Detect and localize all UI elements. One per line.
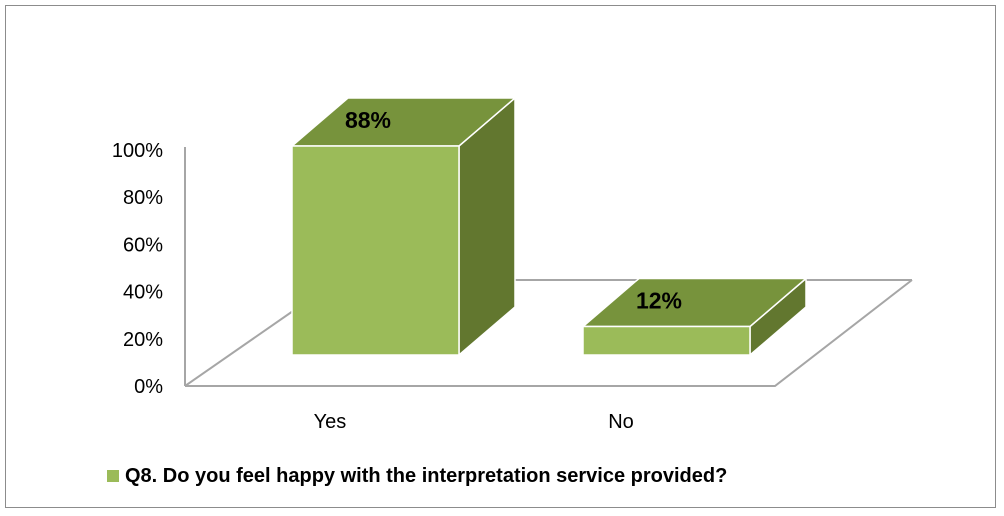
data-label: 88% xyxy=(345,107,391,133)
y-tick-label: 60% xyxy=(123,234,163,256)
bar-front-face xyxy=(291,145,460,356)
y-tick-label: 100% xyxy=(112,140,163,162)
legend: Q8. Do you feel happy with the interpret… xyxy=(107,461,727,491)
y-tick-label: 80% xyxy=(123,187,163,209)
floor-edge-left xyxy=(184,310,294,387)
floor-edge-front xyxy=(185,279,913,387)
y-tick-label: 0% xyxy=(134,376,163,398)
data-label: 12% xyxy=(636,288,682,314)
legend-label: Q8. Do you feel happy with the interpret… xyxy=(125,464,728,487)
x-category-label: No xyxy=(608,411,634,433)
bar-yes xyxy=(289,96,518,357)
legend-swatch xyxy=(107,470,119,482)
bar-front-face xyxy=(582,325,751,356)
y-tick-label: 40% xyxy=(123,282,163,304)
bar-no xyxy=(580,276,809,357)
x-category-label: Yes xyxy=(314,411,347,433)
y-tick-label: 20% xyxy=(123,329,163,351)
